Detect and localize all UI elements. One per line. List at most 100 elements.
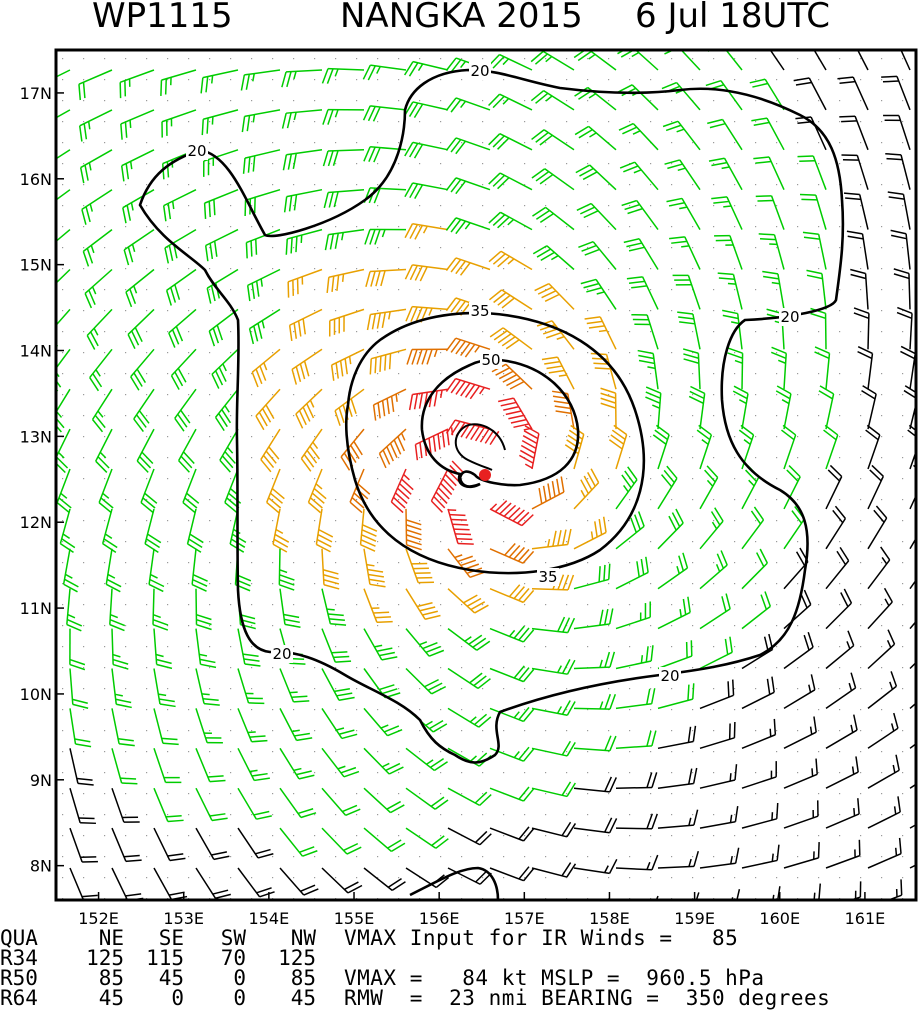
wind-barb — [59, 508, 76, 554]
wind-barb — [111, 827, 142, 863]
wind-barb — [900, 50, 911, 71]
wind-barb — [758, 233, 785, 270]
wind-barb — [330, 348, 365, 381]
contour-20-outer — [138, 68, 845, 764]
wind-barb — [328, 308, 365, 337]
wind-barb — [153, 668, 176, 708]
wind-barb — [405, 305, 449, 323]
y-tick-label-16n: 16N — [20, 170, 52, 189]
wind-barb — [81, 189, 113, 225]
wind-barb — [717, 272, 743, 310]
wind-barb — [362, 105, 407, 122]
wind-barb — [300, 428, 323, 472]
wind-barb — [699, 550, 728, 590]
wind-barb — [111, 708, 135, 747]
wind-barb — [170, 348, 197, 390]
wind-barb — [240, 69, 281, 91]
wind-barb — [489, 746, 535, 762]
wind-barb — [631, 313, 659, 350]
wind-barb — [573, 50, 617, 71]
wind-barb — [130, 348, 155, 391]
wind-barb — [578, 240, 617, 270]
wind-barb — [573, 858, 618, 875]
wind-barb — [621, 199, 659, 231]
wind-barb — [322, 108, 365, 125]
wind-barb — [707, 118, 743, 151]
wind-barb — [865, 424, 881, 470]
wind-barb — [883, 114, 911, 151]
wind-barb — [78, 109, 113, 142]
wind-barb — [825, 546, 850, 590]
wind-barb — [722, 309, 743, 350]
wind-barb — [741, 676, 775, 710]
wind-barb — [122, 189, 155, 224]
wind-barb — [853, 307, 870, 350]
wind-barb — [98, 468, 114, 514]
wind-barb — [652, 424, 670, 470]
wind-barb — [657, 596, 691, 630]
wind-barb — [125, 268, 155, 308]
contour-20-south — [409, 866, 500, 900]
wind-barb — [89, 348, 113, 392]
wind-barb — [741, 718, 777, 749]
wind-barb — [573, 817, 618, 834]
wind-barb — [237, 708, 268, 743]
wind-barb — [846, 230, 869, 270]
wind-barb — [279, 787, 317, 819]
y-tick-label-10n: 10N — [20, 685, 52, 704]
wind-barb — [531, 168, 575, 191]
wind-barb — [573, 563, 611, 590]
wind-barb — [783, 674, 816, 710]
wind-barb — [111, 787, 140, 823]
wind-barb — [372, 388, 407, 421]
wind-barb — [326, 268, 365, 294]
wind-barb — [707, 50, 743, 71]
wind-barb — [825, 672, 857, 710]
y-tick-label-8n: 8N — [30, 857, 52, 876]
wind-barb — [751, 117, 785, 151]
wind-barb — [366, 308, 407, 331]
wind-barb — [445, 377, 491, 400]
storm-center-marker — [479, 469, 491, 481]
wind-barb — [806, 269, 827, 310]
wind-barb — [861, 385, 877, 430]
wind-barb — [813, 883, 822, 900]
wind-barb — [699, 465, 719, 510]
wind-barb — [69, 827, 98, 863]
wind-barb — [219, 428, 239, 473]
wind-barb — [153, 748, 182, 784]
wind-barb — [119, 69, 155, 99]
x-tick-label-153e: 153E — [163, 909, 204, 928]
wind-barb — [615, 772, 658, 789]
wind-barb — [825, 798, 860, 829]
contour-50 — [420, 358, 580, 488]
wind-barb — [195, 628, 217, 669]
wind-barb — [111, 668, 132, 709]
wind-barb — [857, 345, 874, 390]
wind-barb — [237, 827, 274, 859]
wind-barb — [662, 120, 701, 151]
x-tick-label-152e: 152E — [78, 909, 119, 928]
table-row-r50-nw: 85 — [290, 966, 316, 990]
wind-barb — [237, 787, 272, 820]
wind-barb — [69, 748, 94, 786]
wind-barb — [56, 149, 71, 160]
wind-barb — [867, 796, 901, 829]
wind-barb — [195, 867, 231, 900]
wind-barb — [363, 548, 386, 588]
wind-barb — [445, 217, 491, 235]
wind-barb — [237, 628, 261, 667]
wind-barb — [909, 536, 916, 550]
wind-barb — [237, 867, 275, 898]
wind-barb — [825, 756, 859, 789]
wind-barb — [56, 109, 71, 119]
wind-barb — [56, 189, 71, 201]
wind-barb — [279, 708, 313, 742]
wind-barb — [793, 77, 827, 111]
wind-barb — [95, 428, 113, 473]
wind-barb — [279, 747, 315, 780]
wind-barb — [111, 628, 129, 670]
wind-barb — [531, 476, 565, 510]
wind-barb — [489, 706, 535, 723]
wind-barb — [813, 50, 827, 71]
